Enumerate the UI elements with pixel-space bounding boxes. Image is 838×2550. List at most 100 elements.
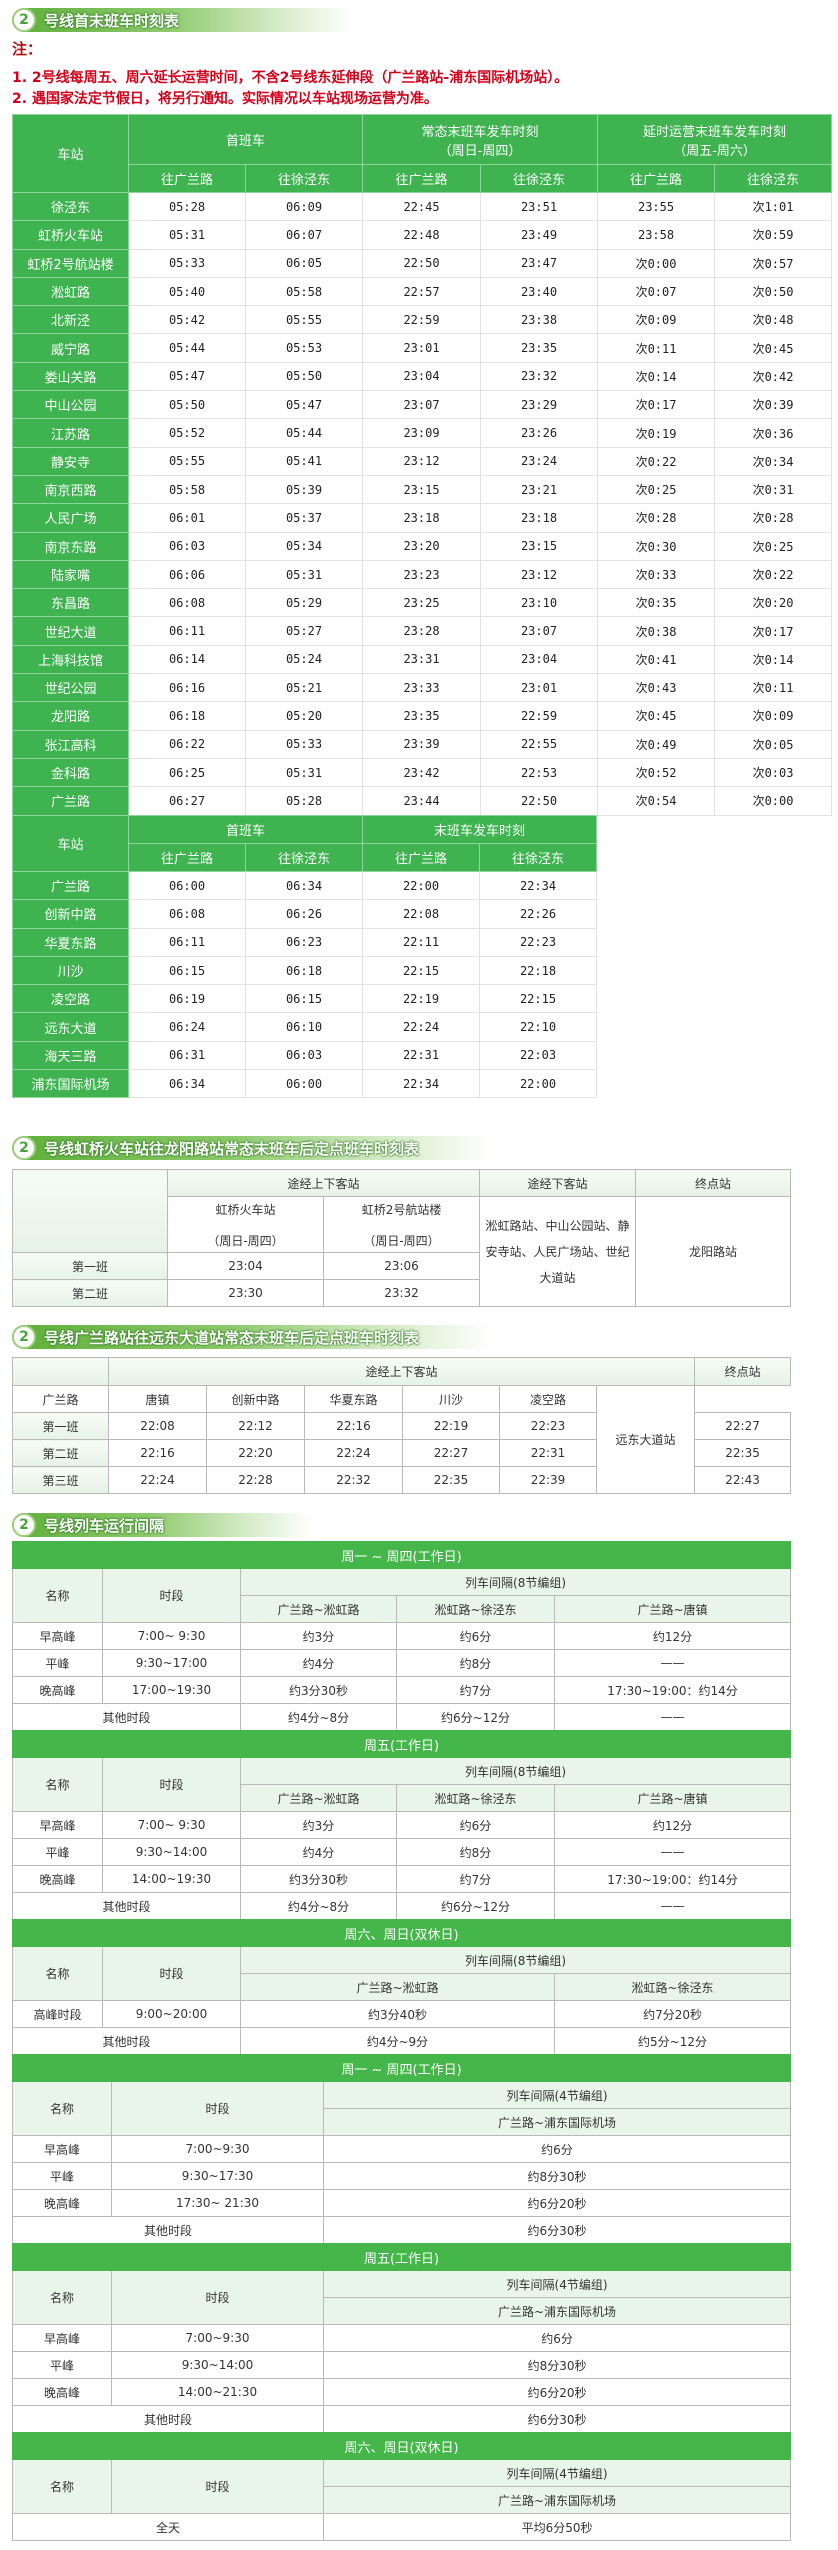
table-row: 创新中路 06:08 06:26 22:08 22:26 [12, 899, 598, 929]
time-cell: 次0:17 [597, 390, 716, 420]
interval-value: 约3分30秒 [240, 1865, 397, 1893]
time-cell: 05:44 [128, 333, 246, 363]
period-time: 17:30~ 21:30 [111, 2189, 324, 2217]
period-time: 9:30~14:00 [102, 1838, 241, 1866]
table-row: 第二班 22:16 22:20 22:24 22:27 22:31 22:35 [12, 1439, 792, 1467]
station-header: 车站 [12, 114, 129, 193]
time-cell: 23:55 [597, 191, 716, 222]
time-cell: 05:39 [244, 474, 364, 505]
station-name: 世纪大道 [12, 616, 129, 646]
table-row: 名称 时段 列车间隔(8节编组) [12, 1568, 792, 1623]
table-row: 名称 时段 列车间隔(4节编组) [12, 2270, 792, 2325]
time-cell: 23:35 [362, 701, 482, 731]
table-row: 平峰 9:30~14:00 约8分30秒 [12, 2351, 792, 2379]
extended-last-header: 延时运营末班车发车时刻 （周五-周六） [597, 114, 833, 165]
time-cell: 次0:36 [714, 418, 833, 448]
interval-header: 列车间隔(4节编组) [322, 2270, 792, 2298]
time-cell: 22:19 [402, 1412, 500, 1440]
table-row: 川沙 06:15 06:18 22:15 22:18 [12, 955, 598, 986]
time-cell: 23:32 [322, 1279, 481, 1307]
time-cell: 06:09 [244, 191, 364, 222]
period-time: 9:30~17:00 [102, 1649, 241, 1677]
time-cell: 22:23 [499, 1412, 597, 1440]
time-cell: 05:52 [128, 418, 246, 448]
station-name: 威宁路 [12, 333, 129, 363]
time-cell: 06:22 [128, 729, 246, 759]
time-cell: 23:18 [362, 503, 482, 533]
table-row: 广兰路 06:00 06:34 22:00 22:34 [12, 870, 598, 901]
interval-value: 约8分 [396, 1838, 555, 1866]
table-row: 周一 ~ 周四(工作日) [12, 2054, 791, 2082]
period-time: 7:00~ 9:30 [102, 1622, 241, 1650]
dir-guanglan-header: 往广兰路 [128, 164, 246, 193]
time-cell: 次0:34 [714, 446, 833, 476]
period-time: 17:00~19:30 [102, 1676, 241, 1704]
station-name: 南京东路 [12, 531, 129, 561]
time-cell: 22:11 [362, 927, 481, 957]
period-label: 其他时段 [12, 1892, 241, 1920]
table-row: 周五(工作日) [11, 2243, 792, 2271]
period-name: 平峰 [12, 2351, 112, 2379]
time-cell: 22:34 [479, 870, 598, 901]
period-time: 14:00~21:30 [111, 2378, 324, 2406]
time-cell: 22:35 [694, 1439, 792, 1467]
table-row: 南京西路 05:58 05:39 23:15 23:21 次0:25 次0:31 [12, 474, 833, 505]
table-row: 人民广场 06:01 05:37 23:18 23:18 次0:28 次0:28 [12, 503, 833, 533]
time-cell: 22:32 [304, 1466, 403, 1494]
period-time: 7:00~9:30 [111, 2135, 324, 2163]
period-name: 早高峰 [12, 1622, 103, 1650]
period-time: 7:00~ 9:30 [102, 1811, 241, 1839]
period-label: 其他时段 [12, 1703, 241, 1731]
first-train-header: 首班车 [127, 114, 364, 165]
period-name: 晚高峰 [12, 1865, 103, 1893]
time-cell: 06:01 [128, 503, 246, 533]
interval-value: 17:30~19:00：约14分 [553, 1676, 792, 1704]
time-cell: 22:23 [479, 927, 598, 957]
first-last-timetable: 车站 首班车 常态末班车发车时刻 （周日-周四） 延时运营末班车发车时刻 （周五-周… [12, 114, 833, 816]
table-row: 广兰路~淞虹路 淞虹路~徐泾东 广兰路~唐镇 [13, 1784, 792, 1812]
time-cell: 06:15 [244, 984, 364, 1014]
table-row: 周一 ~ 周四(工作日) [11, 1541, 792, 1569]
time-cell: 22:16 [108, 1439, 207, 1467]
time-cell: 次1:01 [714, 191, 833, 222]
time-cell: 05:50 [244, 361, 364, 392]
time-cell: 06:19 [128, 984, 246, 1014]
station-name: 静安寺 [12, 446, 129, 476]
table-row: 早高峰 7:00~9:30 约6分 [12, 2135, 791, 2163]
name-header: 名称 [12, 1946, 103, 2001]
station-name: 陆家嘴 [12, 559, 129, 590]
note-label: 注： [12, 40, 43, 58]
time-cell: 23:04 [362, 361, 482, 392]
time-cell: 次0:28 [714, 503, 833, 533]
time-cell: 次0:11 [597, 333, 716, 363]
section-banner-guanglan: 2 号线广兰路站往远东大道站常态末班车后定点班车时刻表 [12, 1325, 492, 1349]
interval-header: 列车间隔(4节编组) [322, 2459, 792, 2487]
station-name: 徐泾东 [12, 191, 129, 222]
line-2-badge-icon: 2 [12, 8, 36, 32]
station-name: 广兰路 [12, 786, 129, 816]
time-cell: 05:55 [128, 446, 246, 476]
interval-value: 约3分40秒 [240, 2000, 555, 2028]
station-name: 虹桥2号航站楼 [12, 248, 129, 278]
table-row: 平峰 9:30~17:00 约4分 约8分 —— [12, 1649, 792, 1677]
time-cell: 22:57 [362, 276, 482, 307]
table-row: 广兰路~淞虹路 淞虹路~徐泾东 广兰路~唐镇 [13, 1595, 792, 1623]
time-cell: 23:39 [362, 729, 482, 759]
interval-value: 17:30~19:00：约14分 [553, 1865, 792, 1893]
section-title: 号线虹桥火车站往龙阳路站常态末班车后定点班车时刻表 [44, 1140, 420, 1158]
time-cell: 22:59 [480, 701, 599, 731]
time-cell: 05:28 [244, 786, 364, 816]
route-header: 广兰路~浦东国际机场 [322, 2297, 792, 2325]
time-cell: 22:24 [108, 1466, 207, 1494]
section-title: 号线首末班车时刻表 [44, 12, 180, 30]
table-row: 海天三路 06:31 06:03 22:31 22:03 [12, 1040, 598, 1071]
table-row: 虹桥2号航站楼 05:33 06:05 22:50 23:47 次0:00 次0:57 [12, 248, 833, 278]
time-cell: 05:31 [128, 220, 246, 250]
time-cell: 22:35 [402, 1466, 500, 1494]
station-header: 车站 [12, 815, 129, 872]
terminal-header: 终点站 [635, 1169, 792, 1197]
via-board-header: 途经上下客站 [107, 1357, 696, 1386]
station-header: 唐镇 [108, 1385, 207, 1413]
time-cell: 23:23 [362, 559, 482, 590]
station-name: 创新中路 [12, 899, 129, 929]
